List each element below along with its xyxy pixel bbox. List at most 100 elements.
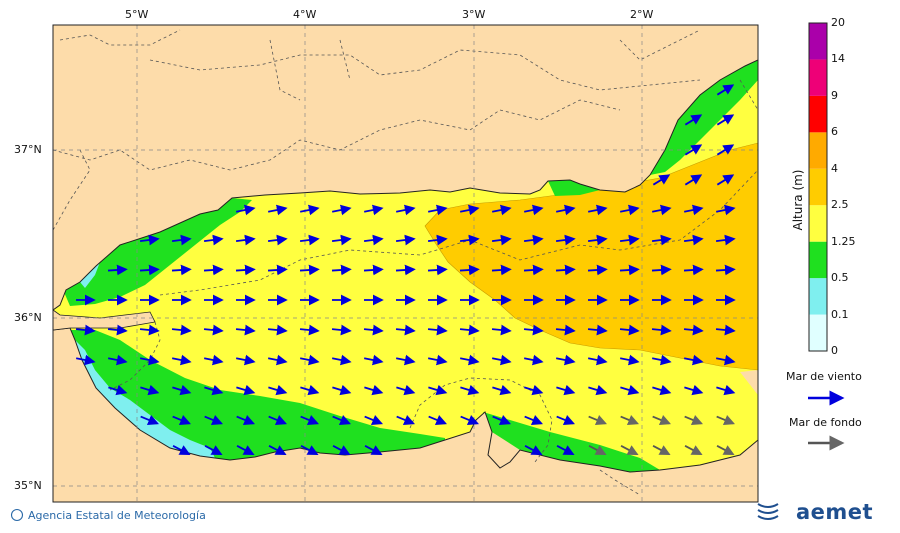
wind-sea-arrow [716,114,735,126]
colorbar-tick-label: 6 [831,125,838,139]
wind-sea-arrow [684,174,703,186]
wind-sea-arrow [588,384,608,396]
wind-sea-arrow [587,204,608,216]
wind-sea-arrow [492,384,512,396]
lat-label-37n: 37°N [14,143,42,156]
wind-sea-arrow [428,415,447,425]
swell-arrow [652,445,671,456]
colorbar-segment [809,314,827,351]
lon-label-5w: 5°W [125,8,149,21]
wind-sea-arrow [492,415,511,425]
wind-sea-arrow [715,204,736,216]
wind-sea-arrow [267,354,288,366]
wind-sea-arrow [587,264,608,276]
wind-sea-arrow [108,384,128,396]
wind-sea-arrow [395,204,416,216]
wind-sea-arrow [235,354,256,366]
wind-sea-arrow [491,324,512,336]
wind-sea-arrow [556,384,576,396]
wind-sea-arrow [651,264,672,276]
wind-sea-arrow [331,264,352,276]
swell-arrow [620,445,639,456]
wind-sea-arrow [75,324,96,336]
wind-sea-arrow [651,324,672,336]
wind-sea-arrow [491,354,512,366]
wind-sea-arrow [459,204,480,216]
wind-sea-arrow [587,234,608,246]
wind-sea-arrow [299,324,320,336]
swell-arrow [588,415,607,425]
wind-sea-arrow [171,234,192,246]
wind-sea-arrow [395,234,416,246]
wind-sea-arrow [395,324,416,336]
lat-label-36n: 36°N [14,311,42,324]
wind-sea-arrow [524,445,543,456]
wind-sea-arrow [139,234,160,246]
wind-sea-arrow [107,354,128,366]
wind-sea-arrow [332,445,351,456]
wind-sea-arrow [364,445,383,456]
wind-sea-arrow [363,264,384,276]
colorbar-tick-label: 0 [831,344,838,357]
wind-sea-arrow [460,415,479,425]
wind-sea-arrow [140,384,160,396]
wind-sea-arrow [523,324,544,336]
wind-sea-arrow [332,384,352,396]
wind-sea-arrow [556,445,575,456]
iberia-coast [53,25,758,311]
wind-sea-arrow [299,204,320,216]
colorbar-title: Altura (m) [791,169,805,231]
copyright-icon [10,508,24,522]
wind-sea-arrow [555,204,576,216]
wind-sea-arrow [555,264,576,276]
wind-sea-arrow [331,324,352,336]
wind-sea-arrow [139,354,160,366]
wind-sea-arrow [75,354,96,366]
wind-sea-arrow [235,324,256,336]
wind-sea-arrow [651,204,672,216]
wind-sea-arrow [524,384,544,396]
wind-sea-arrow [300,415,319,425]
wind-sea-arrow [555,354,576,366]
brand-logo-text: aemet [796,500,874,524]
wind-sea-arrow [715,234,736,246]
wave-height-0.5-1.25-coast-patch [548,180,600,196]
colorbar-segment [809,241,827,279]
colorbar-segment [809,205,827,242]
wind-sea-arrow [171,264,192,276]
wind-sea-arrow [524,415,543,425]
credit-text: Agencia Estatal de Meteorología [28,509,206,522]
wind-sea-arrow [203,264,224,276]
wind-sea-arrow [363,324,384,336]
colorbar-tick-label: 4 [831,161,838,175]
wave-height-0.5-1.25-south-east [483,412,660,472]
wind-sea-arrow [396,384,416,396]
wind-sea-arrow [172,415,191,425]
wind-sea-arrow [140,415,159,425]
graticule [53,25,758,502]
wind-sea-arrow [684,114,703,126]
wind-sea-arrow [684,144,703,156]
wind-sea-arrow [427,354,448,366]
wind-sea-arrow [171,354,192,366]
wind-sea-arrow [619,264,640,276]
wind-sea-arrow [139,264,160,276]
wind-sea-arrow [619,204,640,216]
wind-sea-arrow [523,354,544,366]
wind-sea-arrow [395,264,416,276]
wind-sea-arrow [587,354,608,366]
wind-sea-arrow [203,324,224,336]
swell-legend-label: Mar de fondo [789,416,862,429]
wind-sea-arrow [300,445,319,456]
wind-sea-arrow [683,264,704,276]
wind-sea-arrow [619,354,640,366]
swell-arrow [684,415,703,425]
wind-sea-arrow [204,384,224,396]
colorbar-tick-label: 14 [831,52,845,66]
wind-sea-arrow [491,204,512,216]
wind-sea-arrow [267,324,288,336]
wind-sea-arrow [363,234,384,246]
swell-arrow [588,445,607,456]
